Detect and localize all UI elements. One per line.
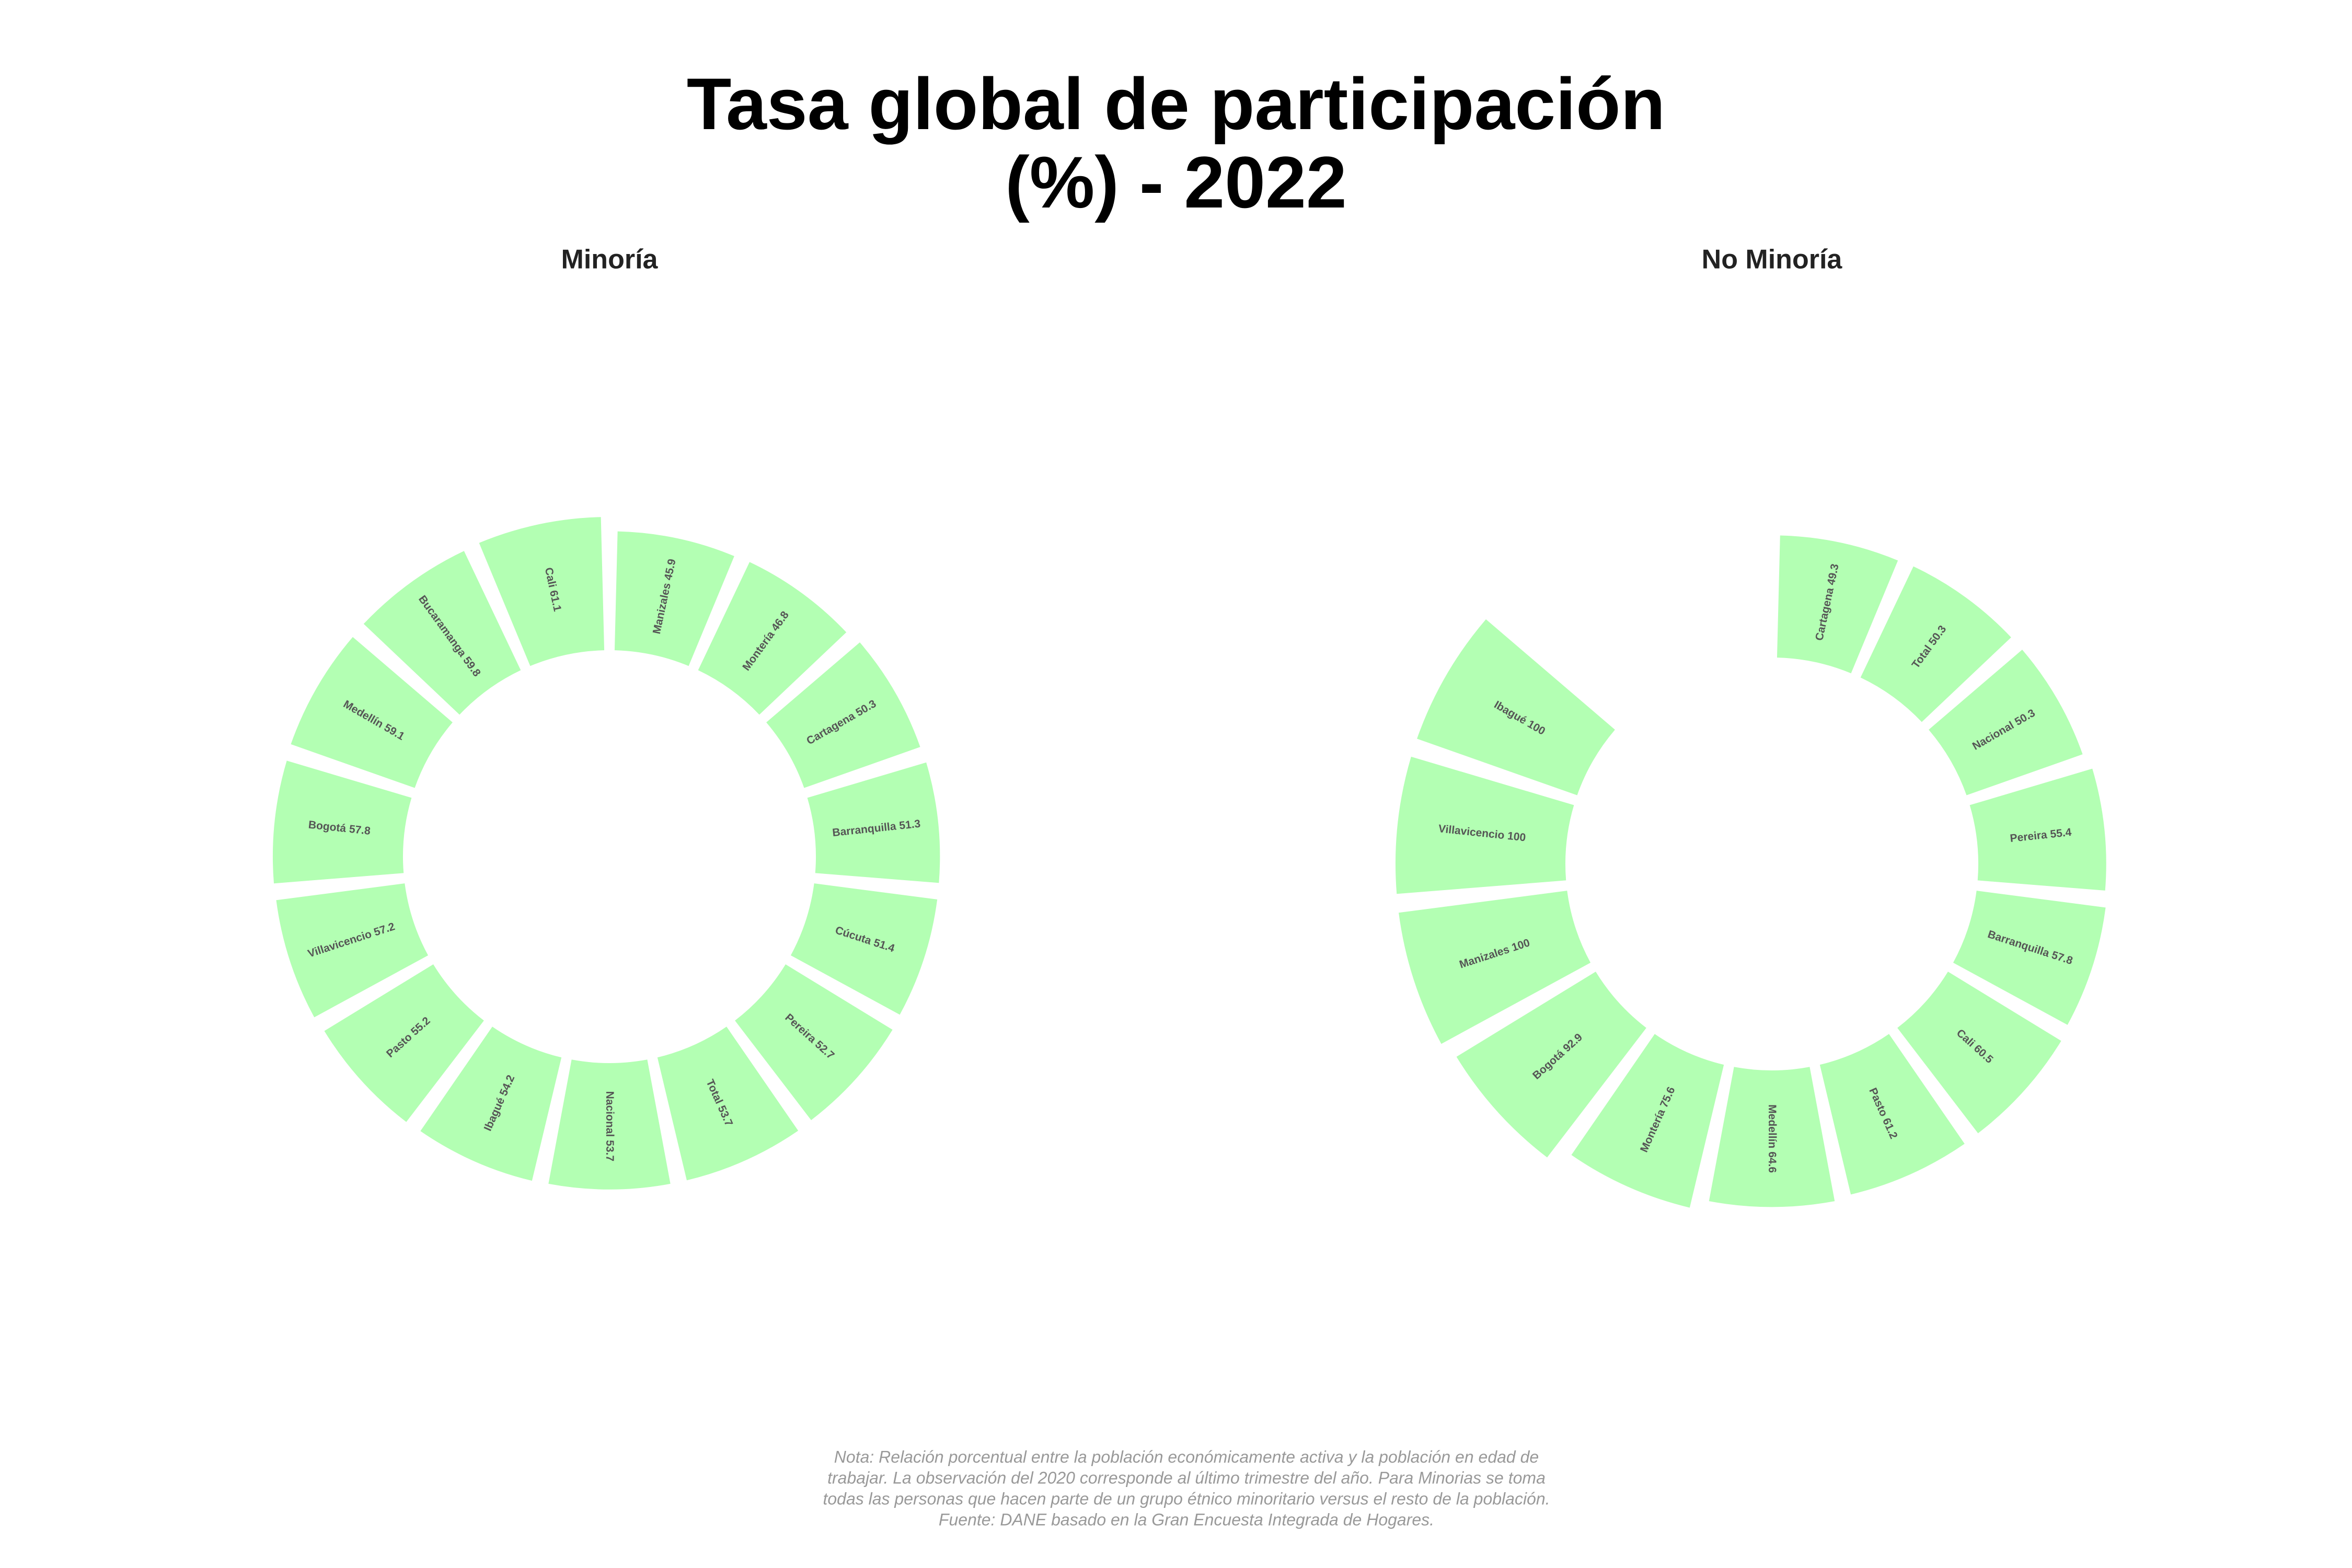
bar xyxy=(1709,1067,1835,1207)
bar xyxy=(1953,891,2106,1025)
bar xyxy=(766,642,920,788)
bar xyxy=(1417,619,1615,795)
bar xyxy=(1969,768,2106,891)
chart-title: Tasa global de participación xyxy=(687,63,1665,145)
bar xyxy=(614,531,734,666)
bar xyxy=(272,760,412,884)
bar xyxy=(1571,1034,1724,1208)
bar-label: Medellín 64.6 xyxy=(1766,1104,1778,1173)
bar xyxy=(1456,972,1646,1158)
bar xyxy=(735,964,893,1121)
bar-label: Nacional 53.7 xyxy=(604,1091,616,1161)
bar xyxy=(807,762,940,883)
chart-title: (%) - 2022 xyxy=(1005,141,1347,223)
bar xyxy=(790,883,938,1015)
bar xyxy=(276,883,429,1018)
bar xyxy=(698,562,847,715)
bar xyxy=(420,1027,562,1181)
bar xyxy=(1819,1034,1965,1195)
note: Nota: Relación porcentual entre la pobla… xyxy=(834,1447,1539,1466)
bar xyxy=(548,1059,671,1190)
bar xyxy=(479,517,605,666)
bar xyxy=(324,964,484,1122)
bar xyxy=(363,551,521,715)
bar xyxy=(1777,535,1898,674)
subtitle: Minoría xyxy=(561,245,659,275)
subtitle: No Minoría xyxy=(1702,245,1843,275)
bar xyxy=(1860,566,2011,722)
value-label: 64.6 xyxy=(1766,1151,1778,1173)
value-label: 55.4 xyxy=(2049,826,2072,840)
note: Fuente: DANE basado en la Gran Encuesta … xyxy=(939,1510,1434,1529)
category-label: Medellín xyxy=(1766,1104,1778,1148)
bar xyxy=(1396,756,1574,894)
bar xyxy=(1399,891,1591,1044)
category-label: Nacional xyxy=(604,1091,616,1137)
note: todas las personas que hacen parte de un… xyxy=(823,1489,1550,1508)
bar xyxy=(657,1027,799,1181)
bar xyxy=(1929,649,2083,795)
note: trabajar. La observación del 2020 corres… xyxy=(827,1468,1546,1487)
value-label: 100 xyxy=(1507,829,1526,844)
value-label: 57.8 xyxy=(349,823,371,837)
value-label: 53.7 xyxy=(604,1140,616,1161)
bar xyxy=(291,637,453,788)
value-label: 51.3 xyxy=(898,817,921,832)
bar xyxy=(1897,972,2061,1134)
